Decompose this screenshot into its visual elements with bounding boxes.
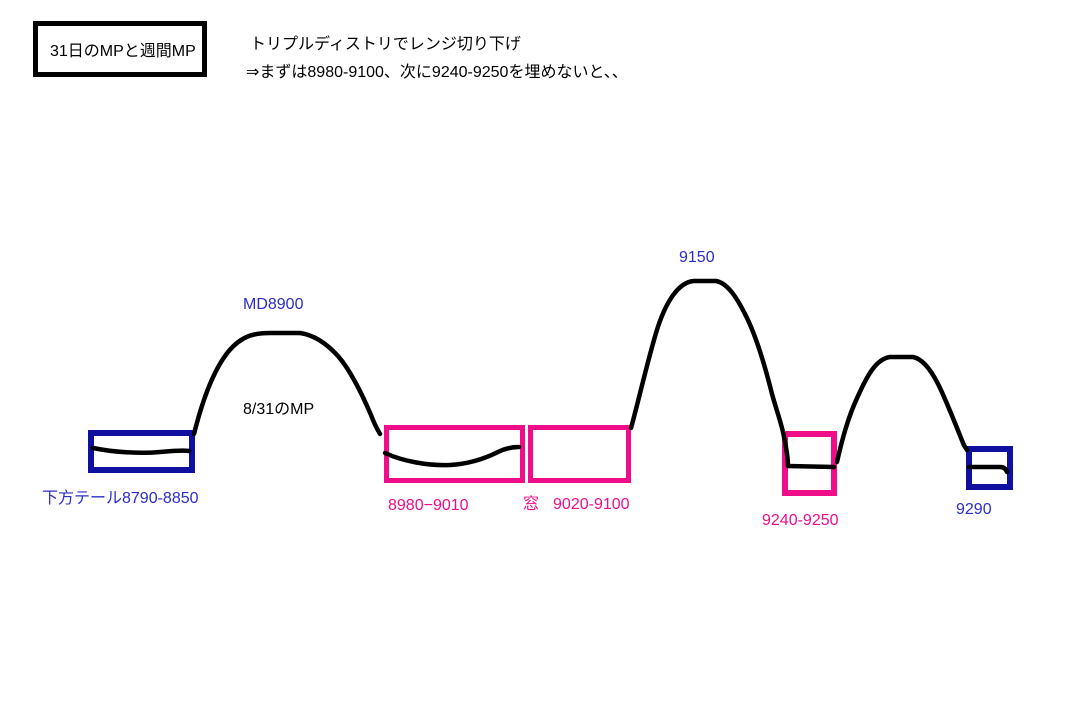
note-line-2: ⇒まずは8980-9100、次に9240-9250を埋めないと、、 [246,64,628,81]
window-char: 窓 [523,496,540,513]
lower-tail-box [88,430,195,473]
level-9290-box [966,446,1013,490]
note-line-1: トリプルディストリでレンジ切り下げ [250,36,521,53]
label-window: 窓 9020-9100 [523,495,630,515]
label-9290: 9290 [956,501,992,518]
title-box-label: 31日のMPと週間MP [50,43,196,60]
label-lower-tail: 下方テール8790-8850 [42,490,199,507]
window-9020-9100-box [528,425,631,483]
range-9240-9250-box [782,431,837,496]
label-8980-9010: 8980−9010 [388,497,469,514]
label-md8900: MD8900 [243,296,304,313]
label-9150: 9150 [679,249,715,266]
label-8-31-mp: 8/31のMP [243,401,315,418]
label-9240-9250: 9240-9250 [762,512,839,529]
range-8980-9010-box [384,425,525,483]
window-range: 9020-9100 [553,496,630,513]
title-box: 31日のMPと週間MP [33,21,207,77]
hump-9290 [834,354,970,465]
